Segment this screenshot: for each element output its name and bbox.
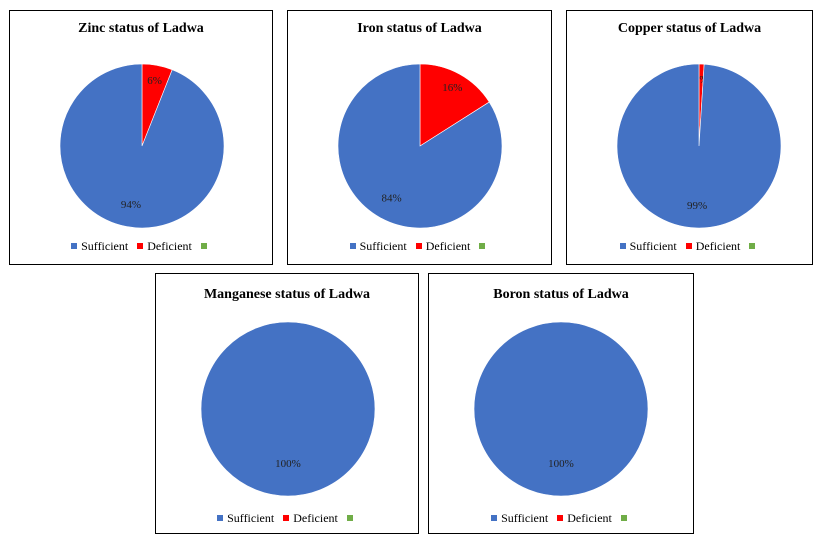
legend-item-deficient: Deficient: [137, 239, 192, 254]
pie-label-deficient: 16%: [442, 82, 462, 94]
chart-title: Iron status of Ladwa: [357, 21, 482, 36]
legend-swatch-blank: [620, 515, 627, 522]
legend-label: Sufficient: [501, 511, 549, 525]
legend-swatch-deficient: [685, 243, 692, 250]
pie-label-sufficient: 100%: [548, 458, 574, 470]
chart-legend: Sufficient Deficient: [10, 239, 272, 254]
chart-panel-copper: Copper status of Ladwa 1% 99% Sufficient …: [566, 10, 813, 265]
legend-item-sufficient: Sufficient: [491, 511, 548, 526]
chart-panel-manganese: Manganese status of Ladwa 100% Sufficien…: [155, 273, 419, 534]
legend-item-blank: [479, 239, 489, 254]
chart-legend: Sufficient Deficient: [429, 511, 693, 526]
legend-label: Deficient: [567, 511, 612, 525]
chart-title: Zinc status of Ladwa: [78, 21, 204, 36]
pie-label-sufficient: 84%: [381, 193, 401, 205]
chart-legend: Sufficient Deficient: [567, 239, 812, 254]
pie-chart: 100%: [200, 321, 376, 497]
pie-slice-sufficient: [200, 321, 376, 497]
legend-label: Sufficient: [81, 239, 129, 253]
pie-slice-sufficient: [473, 321, 649, 497]
legend-item-deficient: Deficient: [283, 511, 338, 526]
legend-swatch-blank: [200, 243, 207, 250]
pie-chart: 1%99%: [616, 63, 782, 229]
legend-item-sufficient: Sufficient: [349, 239, 407, 254]
legend-label: Sufficient: [359, 239, 407, 253]
pie-chart: 6% 94%: [59, 63, 225, 229]
pie-slice-sufficient: [59, 63, 225, 229]
legend-item-deficient: Deficient: [415, 239, 471, 254]
legend-item-sufficient: Sufficient: [71, 239, 128, 254]
legend-swatch-sufficient: [619, 243, 626, 250]
pie-label-sufficient: 94%: [121, 199, 141, 211]
legend-item-sufficient: Sufficient: [619, 239, 677, 254]
legend-swatch-sufficient: [217, 515, 224, 522]
legend-swatch-deficient: [137, 243, 144, 250]
legend-label: Deficient: [695, 239, 741, 253]
chart-panel-boron: Boron status of Ladwa 100% Sufficient De…: [428, 273, 694, 534]
pie-chart: 16% 84%: [337, 63, 503, 229]
chart-panel-zinc: Zinc status of Ladwa 6% 94% Sufficient De…: [9, 10, 273, 265]
legend-item-blank: [200, 239, 211, 254]
legend-swatch-sufficient: [71, 243, 78, 250]
chart-legend: Sufficient Deficient: [156, 511, 418, 526]
legend-swatch-blank: [479, 243, 486, 250]
pie-label-sufficient: 100%: [275, 458, 301, 470]
chart-panel-iron: Iron status of Ladwa 16% 84% Sufficient D…: [287, 10, 552, 265]
chart-title: Manganese status of Ladwa: [203, 287, 371, 302]
legend-item-blank: [749, 239, 759, 254]
legend-item-sufficient: Sufficient: [217, 511, 274, 526]
legend-label: Deficient: [147, 239, 192, 253]
pie-slice-deficient: [419, 63, 490, 147]
legend-item-deficient: Deficient: [557, 511, 612, 526]
pie-label-deficient: 6%: [147, 75, 162, 87]
legend-swatch-deficient: [283, 515, 290, 522]
legend-swatch-blank: [346, 515, 353, 522]
pie-slice-sufficient: [616, 63, 782, 229]
pie-slice-sufficient: [337, 63, 503, 229]
legend-item-blank: [620, 511, 631, 526]
legend-swatch-sufficient: [349, 243, 356, 250]
legend-item-blank: [346, 511, 357, 526]
legend-label: Deficient: [293, 511, 338, 525]
pie-label-sufficient: 99%: [687, 200, 707, 212]
chart-title: Copper status of Ladwa: [617, 21, 762, 36]
pie-chart: 100%: [473, 321, 649, 497]
legend-swatch-sufficient: [491, 515, 498, 522]
chart-title: Boron status of Ladwa: [493, 287, 629, 302]
legend-label: Deficient: [425, 239, 471, 253]
legend-swatch-blank: [749, 243, 756, 250]
legend-label: Sufficient: [227, 511, 275, 525]
legend-swatch-deficient: [415, 243, 422, 250]
legend-label: Sufficient: [629, 239, 677, 253]
legend-swatch-deficient: [557, 515, 564, 522]
chart-legend: Sufficient Deficient: [288, 239, 551, 254]
legend-item-deficient: Deficient: [685, 239, 741, 254]
